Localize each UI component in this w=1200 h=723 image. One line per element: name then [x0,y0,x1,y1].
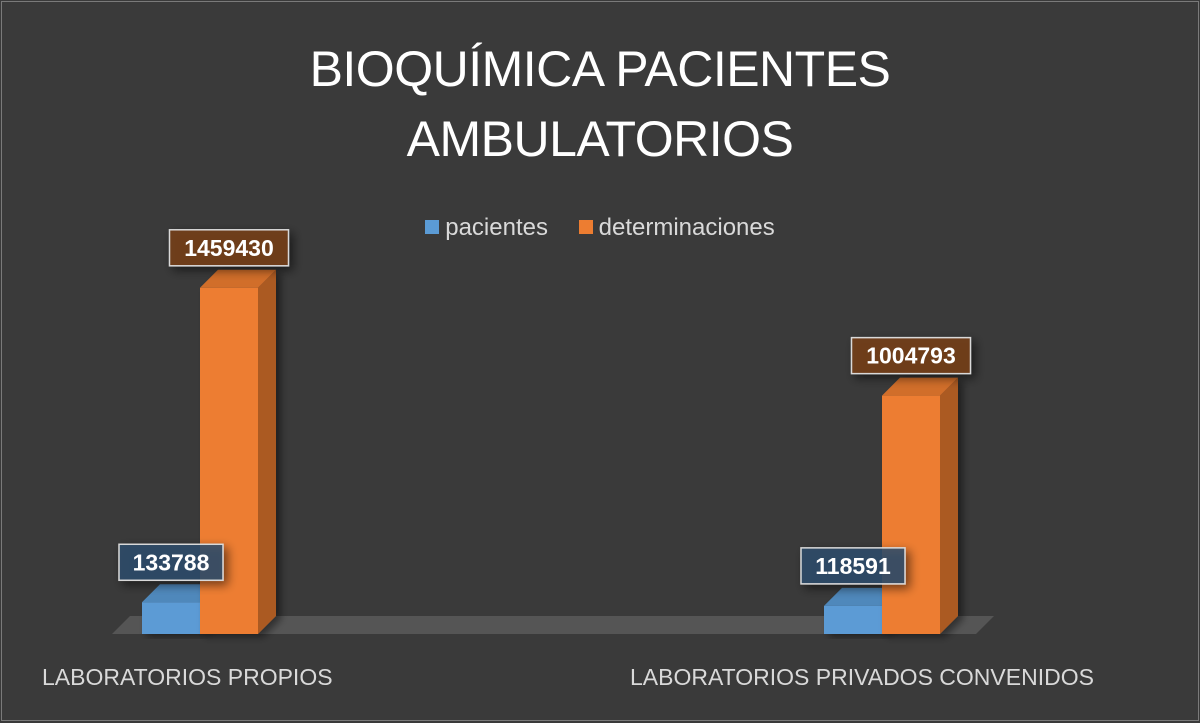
data-label-text-pacientes-1: 118591 [815,553,891,579]
bar-front-pacientes-0 [142,602,200,634]
chart-title-line-1: BIOQUÍMICA PACIENTES [309,41,891,97]
bar-top-determinaciones-1 [882,377,958,396]
legend-swatch-pacientes [425,220,440,234]
chart-legend: pacientes determinaciones [2,214,1198,242]
legend-swatch-determinaciones [578,220,593,234]
data-label-pacientes-0: 133788 [118,543,224,582]
legend-label-determinaciones: determinaciones [598,214,775,241]
bar-side-determinaciones-1 [940,377,958,634]
bar-top-determinaciones-0 [200,269,276,288]
data-label-text-pacientes-0: 133788 [133,549,210,575]
bar-front-pacientes-1 [824,605,882,634]
data-label-text-determinaciones-1: 1004793 [866,343,956,369]
bar-top-pacientes-1 [824,587,900,606]
data-label-box-pacientes-1 [800,547,906,585]
data-label-box-determinaciones-0 [168,229,290,267]
bar-top-pacientes-0 [142,584,218,603]
legend-label-pacientes: pacientes [445,214,548,241]
bar-side-determinaciones-0 [258,269,276,634]
chart-title-line-2: AMBULATORIOS [406,111,794,167]
bar-front-determinaciones-1 [882,395,940,634]
data-label-box-pacientes-0 [118,543,224,582]
data-label-determinaciones-0: 1459430 [168,229,290,267]
data-label-determinaciones-1: 1004793 [850,336,972,375]
chart-floor [112,616,994,634]
bar-determinaciones-1 [882,377,958,634]
data-label-pacientes-1: 118591 [800,547,906,585]
data-label-text-determinaciones-0: 1459430 [184,235,274,261]
legend-item-determinaciones: determinaciones [578,214,775,242]
legend-item-pacientes: pacientes [425,214,548,242]
data-label-box-determinaciones-1 [850,336,972,375]
category-label-laboratorios-privados-convenidos: LABORATORIOS PRIVADOS CONVENIDOS [630,664,1094,690]
category-label-laboratorios-propios: LABORATORIOS PROPIOS [42,664,333,690]
bar-front-determinaciones-0 [200,287,258,634]
